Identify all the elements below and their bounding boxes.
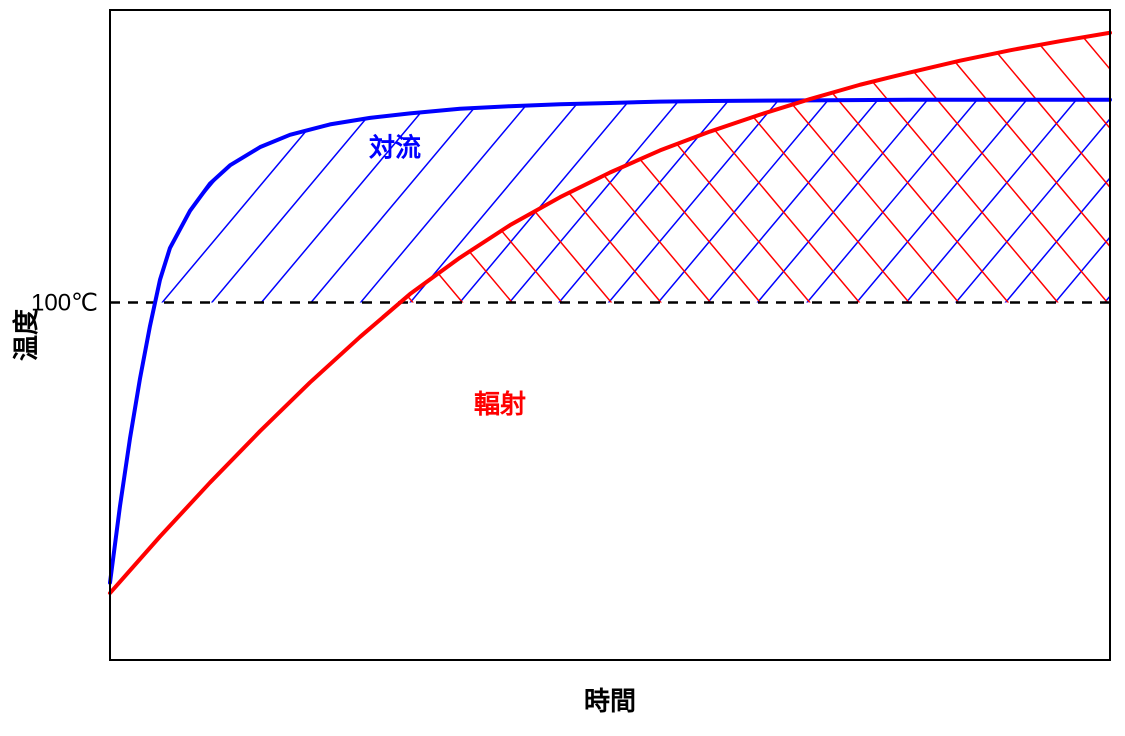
chart-container: 温度時間 100℃ 対流輻射	[0, 0, 1125, 736]
heat-transfer-chart: 温度時間 100℃ 対流輻射	[0, 0, 1125, 736]
radiation-label: 輻射	[474, 389, 526, 419]
y-tick-label-100c: 100℃	[31, 290, 98, 317]
chart-background	[0, 0, 1125, 736]
y-axis-label: 温度	[11, 309, 41, 361]
convection-label: 対流	[369, 132, 421, 162]
x-axis-label: 時間	[584, 686, 636, 716]
